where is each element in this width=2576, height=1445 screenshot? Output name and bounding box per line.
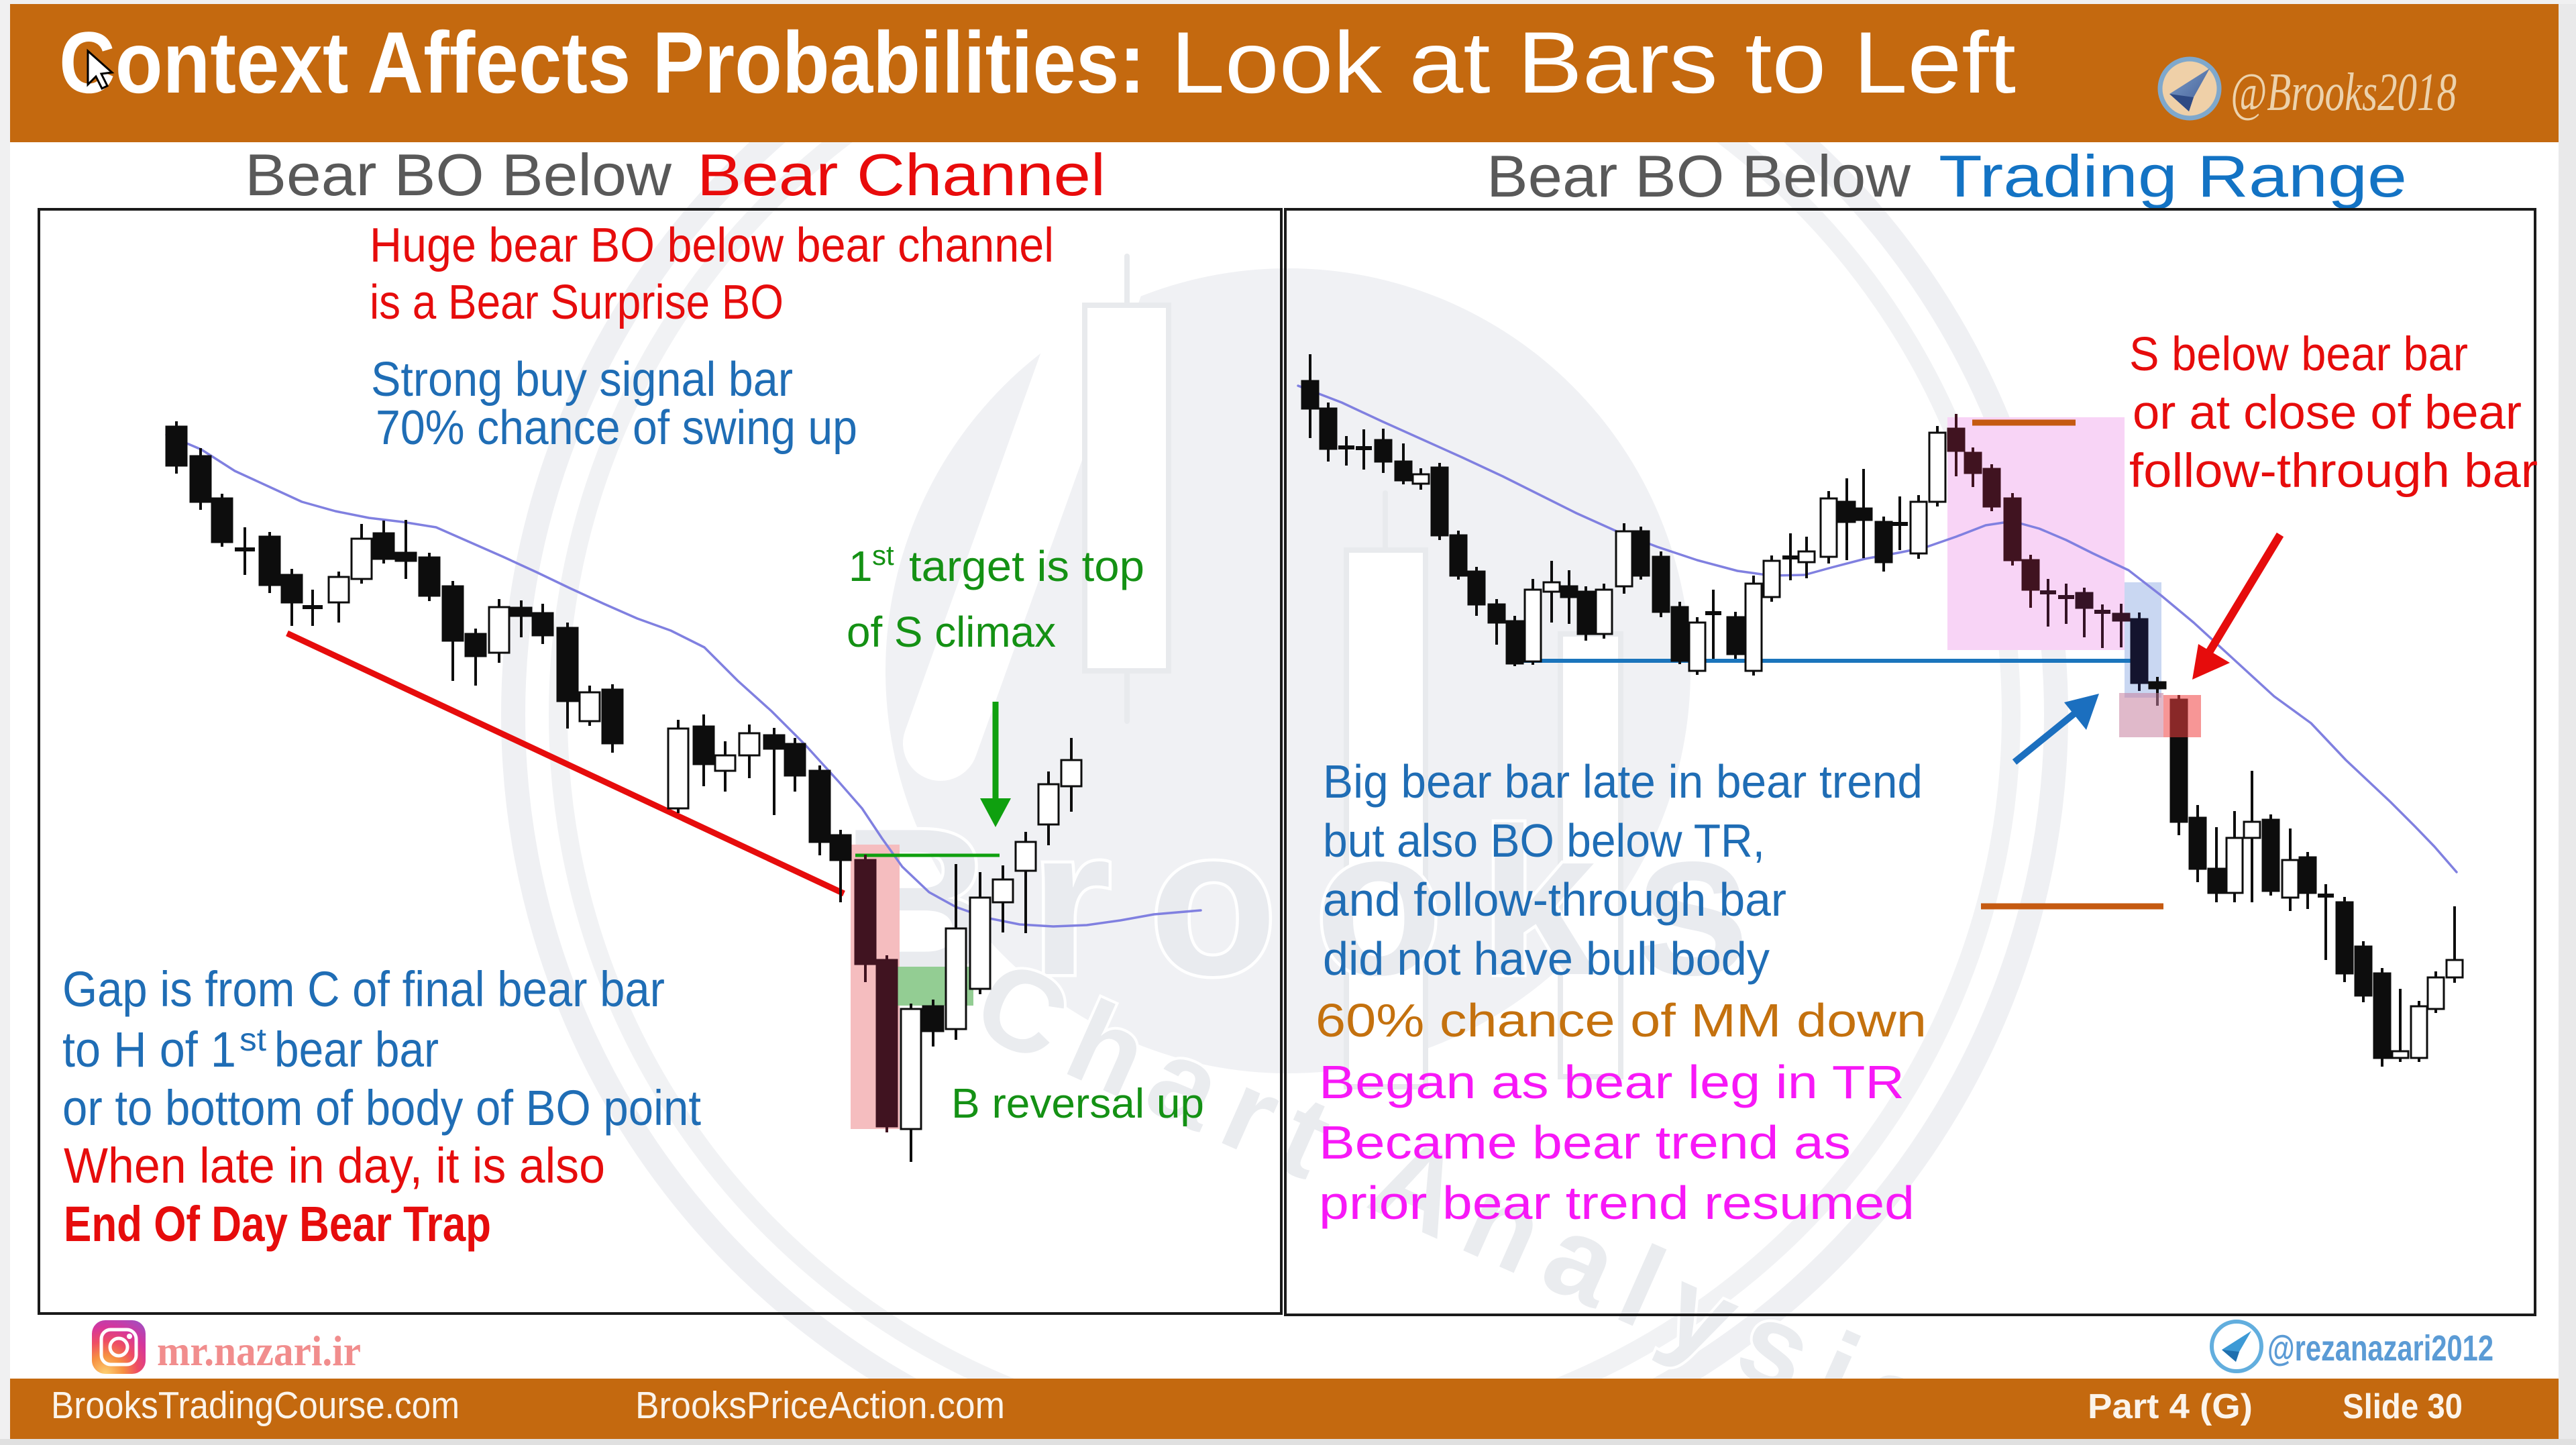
svg-text:When late in day, it is also: When late in day, it is also: [64, 1138, 605, 1193]
svg-text:Part 4 (G): Part 4 (G): [2088, 1387, 2253, 1426]
svg-text:and follow-through bar: and follow-through bar: [1323, 873, 1786, 926]
svg-text:st: st: [872, 539, 894, 571]
svg-text:Strong buy signal bar: Strong buy signal bar: [371, 353, 793, 407]
svg-text:@rezanazari2012: @rezanazari2012: [2267, 1328, 2493, 1369]
svg-text:BrooksPriceAction.com: BrooksPriceAction.com: [635, 1384, 1005, 1427]
svg-text:@Brooks2018: @Brooks2018: [2231, 63, 2457, 122]
svg-text:Bear BO Below: Bear BO Below: [245, 142, 672, 208]
svg-text:Context Affects Probabilities:: Context Affects Probabilities:: [59, 13, 1145, 111]
svg-text:End Of Day Bear Trap: End Of Day Bear Trap: [64, 1196, 491, 1252]
svg-text:Bear BO Below: Bear BO Below: [1487, 143, 1911, 209]
svg-text:did not have bull body: did not have bull body: [1323, 932, 1770, 985]
svg-text:target is top: target is top: [909, 542, 1144, 590]
svg-text:Gap is from C of final bear ba: Gap is from C of final bear bar: [62, 961, 665, 1017]
svg-text:to H of 1: to H of 1: [62, 1022, 236, 1077]
svg-text:Big bear bar late in bear tren: Big bear bar late in bear trend: [1323, 755, 1923, 808]
svg-text:Look at Bars to Left: Look at Bars to Left: [1171, 13, 2016, 111]
svg-text:70% chance of swing up: 70% chance of swing up: [376, 401, 857, 455]
svg-text:or at close of bear: or at close of bear: [2133, 386, 2522, 439]
svg-text:1: 1: [849, 542, 873, 590]
svg-text:B reversal up: B reversal up: [951, 1081, 1204, 1127]
svg-text:or to bottom of body of BO poi: or to bottom of body of BO point: [62, 1080, 701, 1136]
svg-text:Bear Channel: Bear Channel: [697, 142, 1106, 208]
svg-text:follow-through bar: follow-through bar: [2129, 445, 2538, 498]
svg-text:prior bear trend resumed: prior bear trend resumed: [1319, 1177, 1915, 1229]
svg-text:Huge bear BO below bear channe: Huge bear BO below bear channel: [370, 219, 1054, 272]
svg-text:Trading Range: Trading Range: [1939, 143, 2407, 209]
svg-text:Became bear trend as: Became bear trend as: [1319, 1116, 1851, 1169]
svg-text:but also BO below TR,: but also BO below TR,: [1323, 814, 1765, 867]
svg-text:BrooksTradingCourse.com: BrooksTradingCourse.com: [51, 1384, 460, 1427]
svg-text:Slide 30: Slide 30: [2343, 1387, 2463, 1426]
svg-text:mr.nazari.ir: mr.nazari.ir: [157, 1327, 361, 1375]
svg-text:Began as bear leg in TR: Began as bear leg in TR: [1319, 1056, 1904, 1108]
svg-text:S below bear bar: S below bear bar: [2129, 328, 2468, 381]
svg-text:is a Bear Surprise BO: is a Bear Surprise BO: [370, 276, 784, 329]
svg-text:60% chance of MM down: 60% chance of MM down: [1316, 994, 1927, 1047]
svg-text:st: st: [239, 1022, 266, 1058]
svg-text:bear bar: bear bar: [274, 1022, 439, 1077]
svg-text:of S climax: of S climax: [847, 608, 1056, 656]
